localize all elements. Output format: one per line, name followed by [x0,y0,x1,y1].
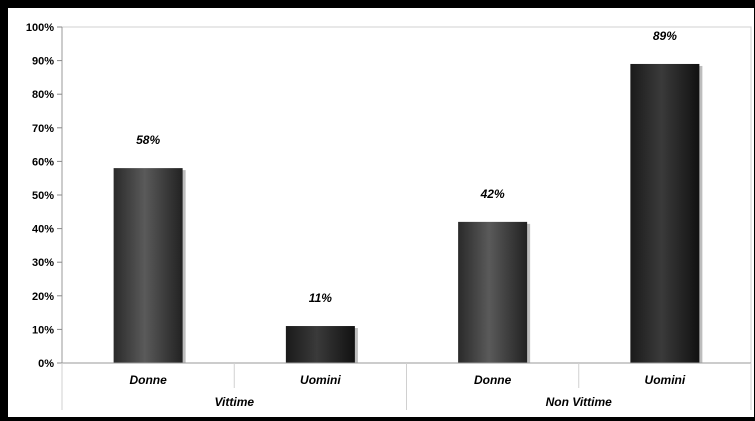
group-label-0: Vittime [214,395,254,409]
bar-0 [113,168,183,363]
bars [113,63,703,364]
category-label-3: Uomini [645,373,686,387]
y-tick-label: 10% [32,324,54,336]
y-tick-label: 40% [32,224,54,236]
y-tick-label: 60% [32,156,54,168]
y-tick-label: 80% [32,89,54,101]
y-tick-label: 100% [26,22,54,34]
data-label-2: 42% [480,187,505,201]
category-label-0: Donne [129,373,167,387]
y-tick-label: 90% [32,56,54,68]
bar-1 [285,326,355,363]
x-axis: Donne Uomini Donne Uomini Vittime Non Vittime [61,362,752,410]
y-tick-label: 70% [32,123,54,135]
data-label-0: 58% [136,133,160,147]
category-label-2: Donne [474,373,512,387]
data-label-3: 89% [653,29,677,43]
data-label-1: 11% [309,291,332,305]
y-axis: 0% 10% 20% 30% 40% 50% 60% 70% 80% 90% 100% [26,22,63,370]
bar-2 [458,221,528,363]
bar-3 [630,63,700,364]
category-label-1: Uomini [300,373,341,387]
y-tick-label: 0% [38,358,54,370]
group-label-1: Non Vittime [546,395,613,409]
y-tick-label: 50% [32,190,54,202]
data-labels: 58% 11% 42% 89% [136,29,677,305]
y-tick-label: 30% [32,257,54,269]
y-tick-label: 20% [32,291,54,303]
